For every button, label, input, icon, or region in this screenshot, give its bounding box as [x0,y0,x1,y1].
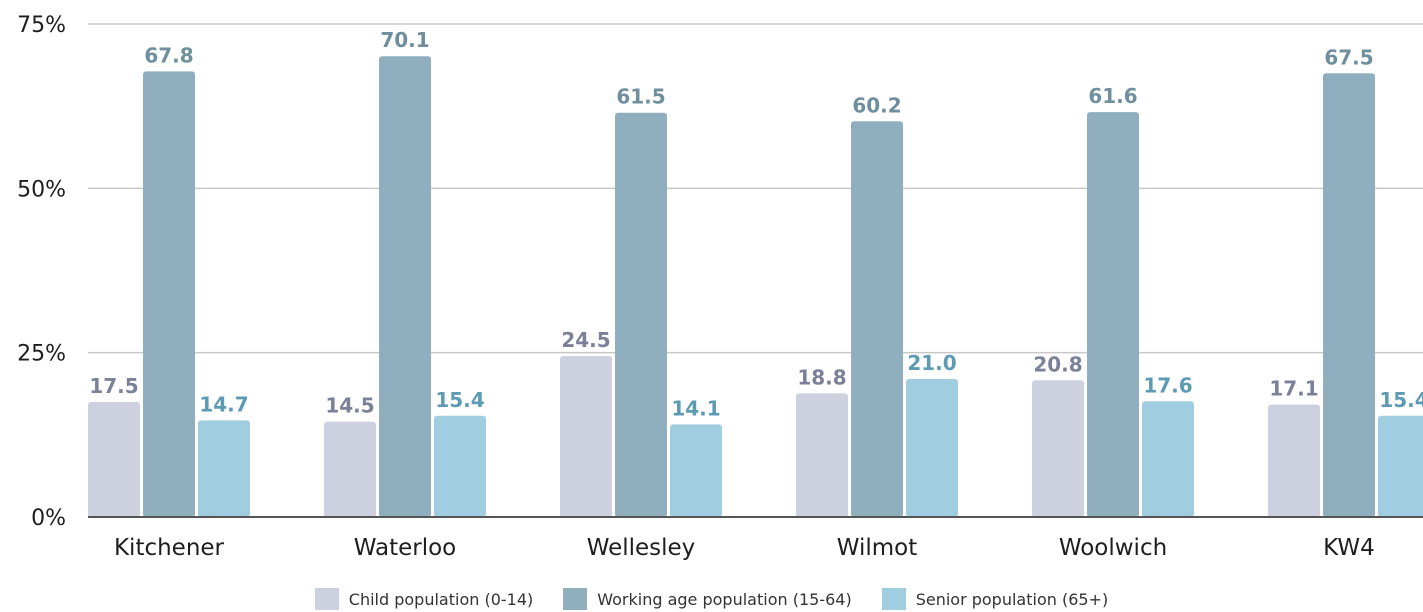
legend-label-senior: Senior population (65+) [915,589,1109,609]
bar [1142,401,1194,517]
bar [796,393,848,517]
bar [670,424,722,517]
data-label: 14.5 [325,394,374,418]
bar [1268,404,1320,517]
data-label: 20.8 [1033,352,1082,376]
bar [1032,380,1084,517]
x-tick-label: Kitchener [114,535,225,561]
data-label: 15.4 [1379,388,1423,412]
bar [1378,415,1423,517]
data-label: 15.4 [435,388,484,412]
data-label: 17.1 [1269,377,1318,401]
legend-item-child[interactable]: Child population (0-14) [314,587,534,611]
bar [434,415,486,517]
bar [88,401,140,517]
data-label: 67.5 [1324,45,1373,69]
y-axis: 0% 25% 50% 75% [17,13,66,531]
legend-label-child: Child population (0-14) [348,589,534,609]
x-tick-label: Wilmot [837,535,918,561]
bar [851,121,903,517]
data-label: 21.0 [907,351,956,375]
grid-lines [88,23,1423,354]
y-tick-label: 0% [31,506,66,531]
data-label: 17.6 [1143,373,1192,397]
x-tick-label: KW4 [1323,535,1375,561]
data-label: 17.5 [89,374,138,398]
bar [198,420,250,517]
bar [324,421,376,517]
bar [1087,112,1139,517]
legend-item-senior[interactable]: Senior population (65+) [881,587,1109,611]
data-label: 61.5 [616,85,665,109]
data-label: 61.6 [1088,84,1137,108]
legend-label-working-age: Working age population (15-64) [597,589,852,609]
data-label: 24.5 [561,328,610,352]
y-tick-label: 25% [17,342,66,367]
x-tick-label: Waterloo [354,535,457,561]
bar [1323,73,1375,518]
x-axis: Kitchener Waterloo Wellesley Wilmot Woolwich… [88,516,1423,561]
data-label: 18.8 [797,365,846,389]
bar-chart: 0% 25% 50% 75% 17.5 67.8 14.7 14.5 70.1 15.4 24.5… [17,13,1423,561]
bars [88,56,1423,518]
y-tick-label: 75% [17,13,66,38]
bar [379,56,431,518]
bar [143,71,195,517]
legend-item-working-age[interactable]: Working age population (15-64) [563,587,852,611]
data-label: 14.1 [671,396,720,420]
data-labels: 17.5 67.8 14.7 14.5 70.1 15.4 24.5 61.5 14.1 18.8… [89,28,1423,420]
bar [560,355,612,517]
data-label: 67.8 [144,43,193,67]
data-label: 14.7 [199,392,248,416]
bar [615,112,667,518]
x-tick-label: Woolwich [1059,535,1167,561]
legend-swatch-child [314,588,339,610]
legend: Child population (0-14) Working age popu… [0,587,1423,611]
bar [906,378,958,517]
y-tick-label: 50% [17,177,66,202]
data-label: 70.1 [380,28,429,52]
legend-swatch-senior [881,588,906,610]
legend-swatch-working-age [563,588,588,610]
x-tick-label: Wellesley [587,535,696,561]
data-label: 60.2 [852,93,901,117]
